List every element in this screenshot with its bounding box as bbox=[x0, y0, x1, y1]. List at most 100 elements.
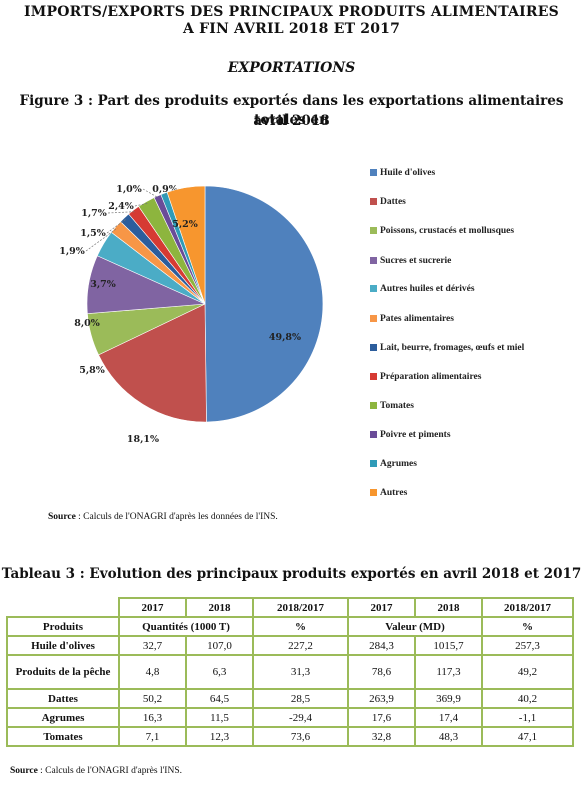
header-quantites: Quantités (1000 T) bbox=[118, 616, 254, 637]
pie-slice bbox=[98, 303, 207, 423]
table-corner-cell bbox=[7, 598, 120, 618]
cell: 4,8 bbox=[118, 654, 187, 690]
legend-swatch bbox=[370, 373, 377, 380]
slice-data-label: 5,8% bbox=[79, 365, 105, 376]
figure-title-line1: Figure 3 : Part des produits exportés da… bbox=[19, 93, 564, 128]
cell: 11,5 bbox=[185, 707, 254, 728]
slice-leader-line bbox=[106, 218, 127, 234]
row-name: Huile d'olives bbox=[6, 635, 120, 656]
figure-title-line2: avril 2018 bbox=[253, 113, 330, 129]
legend-label: Dattes bbox=[380, 197, 406, 207]
cell: 47,1 bbox=[481, 726, 574, 747]
cell: 12,3 bbox=[185, 726, 254, 747]
table-row: Dattes 50,2 64,5 28,5 263,9 369,9 40,2 bbox=[6, 688, 574, 709]
slice-leader-line bbox=[142, 188, 159, 199]
table-row: Tomates 7,1 12,3 73,6 32,8 48,3 47,1 bbox=[6, 726, 574, 747]
table-row: Agrumes 16,3 11,5 -29,4 17,6 17,4 -1,1 bbox=[6, 707, 574, 728]
legend-swatch bbox=[370, 489, 377, 496]
legend-label: Huile d'olives bbox=[380, 168, 436, 178]
cell: 257,3 bbox=[481, 635, 574, 656]
exports-table: 2017 2018 2018/2017 2017 2018 2018/2017 … bbox=[6, 597, 574, 747]
table-source-label: Source bbox=[10, 766, 38, 776]
legend-label: Agrumes bbox=[380, 459, 417, 469]
header-produits: Produits bbox=[6, 616, 120, 637]
table-row: Produits de la pêche 4,8 6,3 31,3 78,6 1… bbox=[6, 654, 574, 690]
slice-leader-line bbox=[107, 211, 135, 214]
table-source-text: : Calculs de l'ONAGRI d'après l'INS. bbox=[37, 766, 182, 776]
cell: -1,1 bbox=[481, 707, 574, 728]
figure-source: Source : Calculs de l'ONAGRI d'après les… bbox=[48, 512, 278, 522]
legend-swatch bbox=[370, 169, 377, 176]
pie-chart: 49,8% 18,1% 5,8% 8,0% 3,7% 1,9% 1,5% 1,7%2,4% 1,… bbox=[59, 184, 324, 445]
legend-label: Poivre et piments bbox=[380, 430, 451, 440]
table-row: Huile d'olives 32,7 107,0 227,2 284,3 10… bbox=[6, 635, 574, 656]
legend-label: Autres huiles et dérivés bbox=[380, 284, 475, 294]
legend-swatch bbox=[370, 344, 377, 351]
figure-source-text: : Calculs de l'ONAGRI d'après les donnée… bbox=[75, 512, 278, 522]
cell: 32,7 bbox=[118, 635, 187, 656]
cell: 284,3 bbox=[347, 635, 416, 656]
legend-swatch bbox=[370, 402, 377, 409]
pie-slice bbox=[166, 185, 206, 305]
legend-label: Autres bbox=[380, 488, 408, 498]
slice-data-label: 0,9% bbox=[152, 184, 178, 195]
header-pct-qty: % bbox=[252, 616, 349, 637]
section-title: EXPORTATIONS bbox=[227, 60, 356, 76]
table-title: Tableau 3 : Evolution des principaux pro… bbox=[1, 566, 582, 582]
cell: 16,3 bbox=[118, 707, 187, 728]
cell: 28,5 bbox=[252, 688, 349, 709]
slice-data-label: 1,5% bbox=[80, 228, 106, 239]
table-header-units: Produits Quantités (1000 T) % Valeur (MD… bbox=[6, 616, 574, 637]
cell: -29,4 bbox=[252, 707, 349, 728]
slice-data-label: 8,0% bbox=[74, 318, 100, 329]
cell: 263,9 bbox=[347, 688, 416, 709]
cell: 49,2 bbox=[481, 654, 574, 690]
cell: 369,9 bbox=[414, 688, 483, 709]
legend-label: Poissons, crustacés et mollusques bbox=[380, 226, 515, 236]
cell: 17,4 bbox=[414, 707, 483, 728]
cell: 17,6 bbox=[347, 707, 416, 728]
table-source: Source : Calculs de l'ONAGRI d'après l'I… bbox=[10, 766, 182, 776]
header-val-ratio: 2018/2017 bbox=[481, 597, 574, 618]
slice-data-label: 1,0% bbox=[116, 184, 142, 195]
cell: 6,3 bbox=[185, 654, 254, 690]
cell: 117,3 bbox=[414, 654, 483, 690]
cell: 31,3 bbox=[252, 654, 349, 690]
table-header-years: 2017 2018 2018/2017 2017 2018 2018/2017 bbox=[7, 597, 574, 618]
legend-label: Lait, beurre, fromages, œufs et miel bbox=[380, 343, 525, 353]
legend-swatch bbox=[370, 198, 377, 205]
legend-label: Préparation alimentaires bbox=[380, 372, 482, 382]
slice-data-label: 49,8% bbox=[269, 332, 301, 343]
page-title-line1: IMPORTS/EXPORTS DES PRINCIPAUX PRODUITS … bbox=[24, 4, 559, 20]
cell: 50,2 bbox=[118, 688, 187, 709]
cell: 48,3 bbox=[414, 726, 483, 747]
cell: 64,5 bbox=[185, 688, 254, 709]
page-title-line2: A FIN AVRIL 2018 ET 2017 bbox=[182, 21, 401, 37]
legend-swatch bbox=[370, 227, 377, 234]
slice-data-label: 2,4% bbox=[108, 201, 134, 212]
row-name: Agrumes bbox=[6, 707, 120, 728]
header-year-qty-2018: 2018 bbox=[185, 597, 254, 618]
slice-data-label: 18,1% bbox=[127, 434, 159, 445]
legend-label: Pates alimentaires bbox=[380, 314, 454, 324]
pie-slice bbox=[204, 185, 324, 423]
legend-swatch bbox=[370, 257, 377, 264]
header-year-val-2018: 2018 bbox=[414, 597, 483, 618]
legend-swatch bbox=[370, 460, 377, 467]
row-name: Produits de la pêche bbox=[6, 654, 120, 690]
cell: 107,0 bbox=[185, 635, 254, 656]
header-pct-val: % bbox=[481, 616, 574, 637]
slice-data-label: 5,2% bbox=[172, 219, 198, 230]
cell: 7,1 bbox=[118, 726, 187, 747]
cell: 40,2 bbox=[481, 688, 574, 709]
header-year-qty-2017: 2017 bbox=[118, 597, 187, 618]
cell: 227,2 bbox=[252, 635, 349, 656]
slice-leader-line bbox=[85, 227, 118, 252]
legend-swatch bbox=[370, 315, 377, 322]
header-qty-ratio: 2018/2017 bbox=[252, 597, 349, 618]
cell: 1015,7 bbox=[414, 635, 483, 656]
legend-label: Tomates bbox=[380, 401, 414, 411]
header-valeur: Valeur (MD) bbox=[347, 616, 483, 637]
cell: 73,6 bbox=[252, 726, 349, 747]
cell: 78,6 bbox=[347, 654, 416, 690]
